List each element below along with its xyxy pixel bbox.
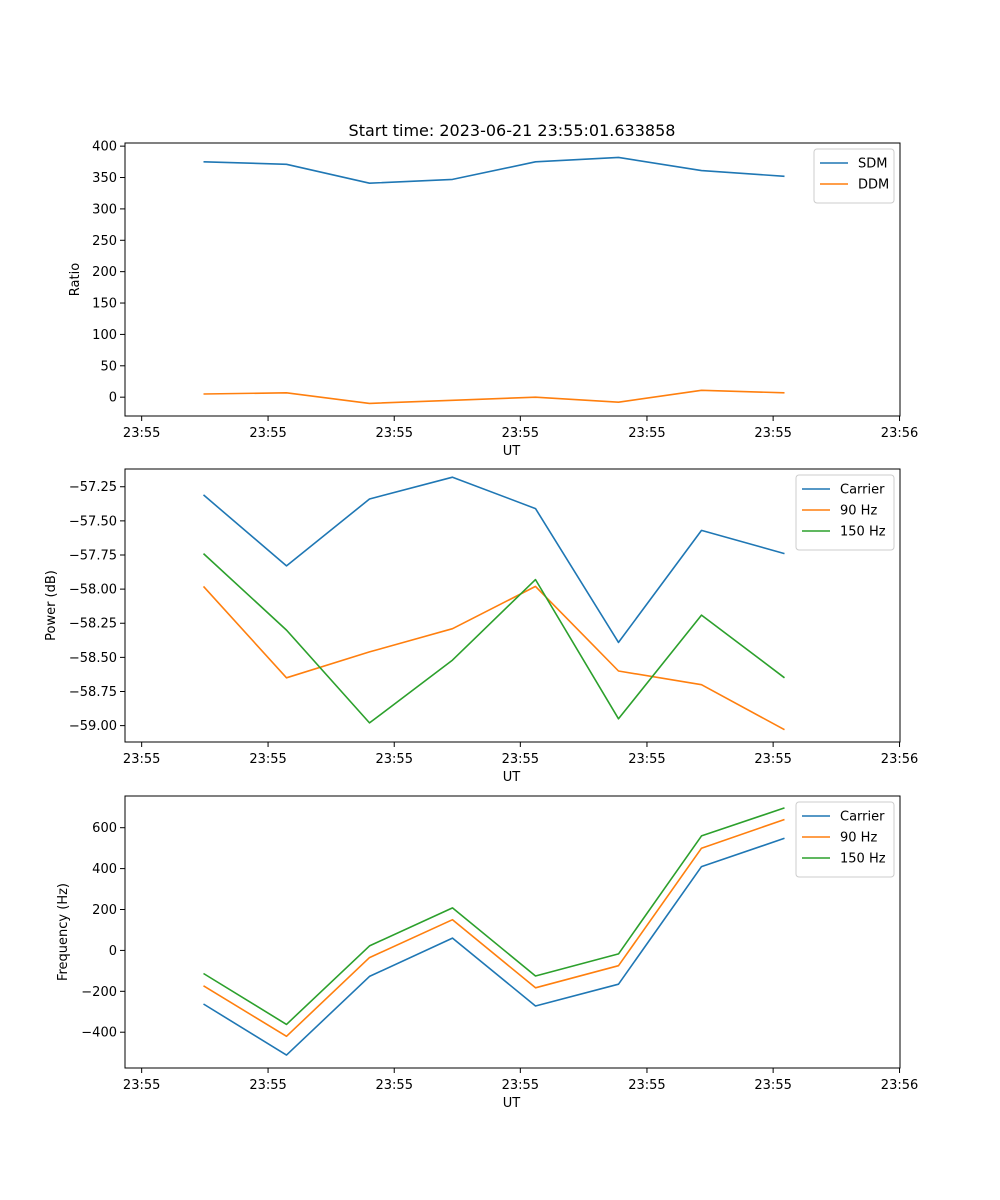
legend: Carrier 90 Hz 150 Hz bbox=[795, 801, 895, 878]
y-axis-label: Frequency (Hz) bbox=[56, 883, 71, 981]
x-tick-label: 23:56 bbox=[881, 1078, 918, 1093]
series-line-150-hz bbox=[203, 807, 785, 1026]
series-line-90-hz bbox=[203, 818, 785, 1038]
x-tick-label: 23:55 bbox=[628, 1078, 665, 1093]
x-tick-label: 23:55 bbox=[123, 1078, 160, 1093]
x-tick-label: 23:55 bbox=[502, 1078, 539, 1093]
axes-frame bbox=[124, 142, 901, 417]
y-tick-label: 300 bbox=[92, 202, 117, 217]
x-tick-label: 23:55 bbox=[628, 752, 665, 767]
x-tick-label: 23:55 bbox=[502, 426, 539, 441]
legend-entry: 150 Hz bbox=[840, 525, 886, 540]
legend: Carrier 90 Hz 150 Hz bbox=[795, 474, 895, 551]
y-tick-label: −57.75 bbox=[69, 548, 117, 563]
x-tick-label: 23:55 bbox=[123, 752, 160, 767]
x-tick-label: 23:55 bbox=[376, 752, 413, 767]
y-tick-label: 0 bbox=[109, 944, 117, 959]
y-tick-label: −58.75 bbox=[69, 685, 117, 700]
y-tick-label: −400 bbox=[81, 1026, 117, 1041]
y-tick-label: 0 bbox=[109, 391, 117, 406]
chart-1: 23:55 23:55 23:55 23:55 23:55 23:55 23:56 UT 0 50… bbox=[68, 140, 918, 459]
y-tick-label: −59.00 bbox=[69, 719, 117, 734]
x-tick-label: 23:55 bbox=[249, 1078, 286, 1093]
x-tick-label: 23:55 bbox=[249, 752, 286, 767]
y-tick-label: 100 bbox=[92, 328, 117, 343]
chart-2: 23:55 23:55 23:55 23:55 23:55 23:55 23:56 UT −59… bbox=[44, 468, 918, 785]
x-tick-label: 23:55 bbox=[376, 426, 413, 441]
series-line-carrier bbox=[203, 837, 785, 1056]
y-tick-label: −58.00 bbox=[69, 583, 117, 598]
plots-container: 23:55 23:55 23:55 23:55 23:55 23:55 23:56 UT 0 50… bbox=[44, 140, 918, 1111]
x-tick-label: 23:55 bbox=[754, 426, 791, 441]
legend-entry: DDM bbox=[858, 178, 889, 193]
chart-3: 23:55 23:55 23:55 23:55 23:55 23:55 23:56 UT −40… bbox=[56, 795, 918, 1111]
axes-frame bbox=[124, 468, 901, 743]
x-tick-label: 23:55 bbox=[123, 426, 160, 441]
y-tick-label: −57.25 bbox=[69, 480, 117, 495]
series-line-ddm bbox=[203, 389, 785, 405]
legend-entry: Carrier bbox=[840, 483, 885, 498]
x-tick-label: 23:55 bbox=[754, 752, 791, 767]
y-tick-label: 400 bbox=[92, 862, 117, 877]
y-tick-label: 200 bbox=[92, 903, 117, 918]
y-tick-label: 50 bbox=[100, 359, 117, 374]
legend-entry: 90 Hz bbox=[840, 504, 877, 519]
y-tick-label: −57.50 bbox=[69, 514, 117, 529]
y-tick-label: 400 bbox=[92, 140, 117, 155]
figure-title: Start time: 2023-06-21 23:55:01.633858 bbox=[349, 121, 676, 140]
y-tick-label: −58.50 bbox=[69, 651, 117, 666]
x-axis-label: UT bbox=[503, 1096, 521, 1111]
legend-entry: Carrier bbox=[840, 810, 885, 825]
legend-entry: 90 Hz bbox=[840, 831, 877, 846]
x-tick-label: 23:55 bbox=[754, 1078, 791, 1093]
axes-frame bbox=[124, 795, 901, 1069]
y-tick-label: 150 bbox=[92, 297, 117, 312]
x-tick-label: 23:56 bbox=[881, 752, 918, 767]
x-tick-label: 23:56 bbox=[881, 426, 918, 441]
y-axis-label: Ratio bbox=[68, 263, 83, 296]
y-tick-label: −200 bbox=[81, 985, 117, 1000]
legend-entry: SDM bbox=[858, 157, 887, 172]
y-axis-label: Power (dB) bbox=[44, 570, 59, 641]
series-line-sdm bbox=[203, 156, 785, 184]
legend: SDM DDM bbox=[813, 148, 895, 204]
series-line-carrier bbox=[202, 476, 785, 644]
x-axis-label: UT bbox=[503, 770, 521, 785]
y-tick-label: 250 bbox=[92, 234, 117, 249]
x-tick-label: 23:55 bbox=[502, 752, 539, 767]
x-axis-label: UT bbox=[503, 444, 521, 459]
y-tick-label: −58.25 bbox=[69, 617, 117, 632]
x-tick-label: 23:55 bbox=[376, 1078, 413, 1093]
y-tick-label: 600 bbox=[92, 821, 117, 836]
x-tick-label: 23:55 bbox=[628, 426, 665, 441]
series-line-90-hz bbox=[202, 585, 785, 731]
legend-entry: 150 Hz bbox=[840, 852, 886, 867]
x-tick-label: 23:55 bbox=[249, 426, 286, 441]
y-tick-label: 200 bbox=[92, 265, 117, 280]
y-tick-label: 350 bbox=[92, 171, 117, 186]
series-line-150-hz bbox=[202, 553, 785, 724]
